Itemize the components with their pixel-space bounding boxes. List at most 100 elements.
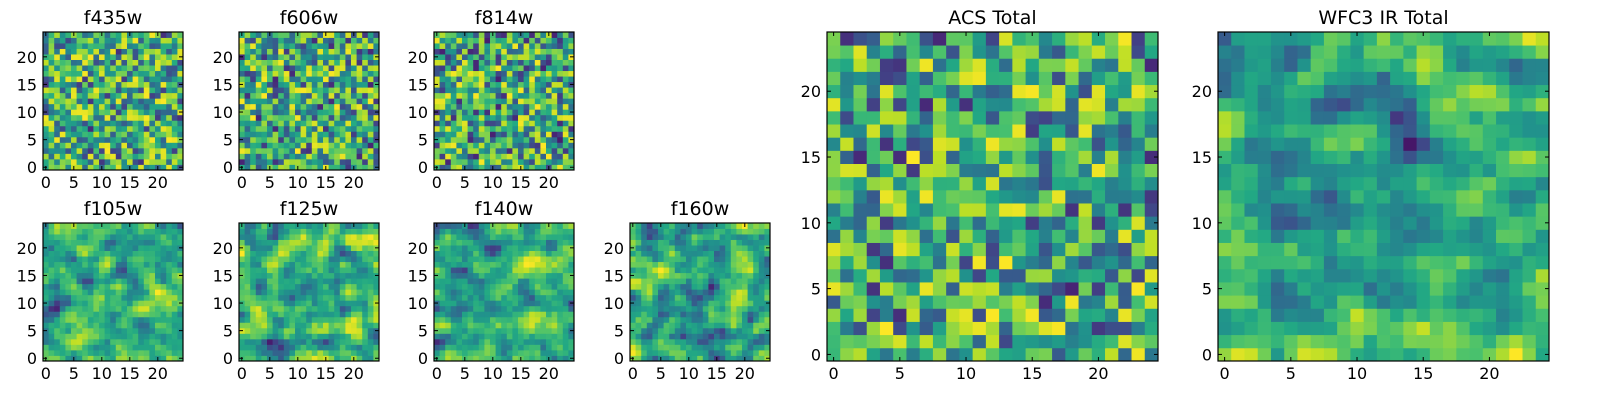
heatmap-cell [551,98,558,105]
heatmap-cell [758,228,765,235]
heatmap-cell [456,65,463,72]
heatmap-cell [295,98,301,105]
heatmap-cell [351,311,357,318]
heatmap-cell [351,59,357,66]
heatmap-cell [518,283,524,290]
heatmap-cell [367,272,374,279]
heatmap-cell [255,228,262,235]
heatmap-cell [450,43,457,49]
heatmap-cell [562,223,569,229]
heatmap-cell [866,308,881,322]
heatmap-cell [295,294,301,301]
heatmap-cell [484,32,491,38]
panel-title: f606w [280,7,339,29]
heatmap-cell [132,344,139,351]
heatmap-cell [138,283,145,290]
heatmap-cell [641,278,648,285]
heatmap-cell [177,158,184,165]
heatmap-cell [54,103,61,110]
heatmap-cell [434,278,440,285]
heatmap-cell [65,234,72,240]
heatmap-cell [328,87,335,94]
heatmap-cell [171,338,178,345]
heatmap-cell [367,261,374,268]
heatmap-cell [339,109,346,116]
heatmap-cell [54,305,61,312]
heatmap-cell [300,344,307,351]
heatmap-cell [719,316,726,323]
heatmap-cell [484,103,491,110]
heatmap-cell [283,37,290,44]
heatmap-cell [244,114,251,121]
heatmap-cell [59,333,66,340]
heatmap-cell [456,136,463,143]
heatmap-cell [127,228,133,235]
heatmap-cell [311,239,318,246]
heatmap-cell [669,311,676,318]
heatmap-cell [523,158,530,165]
heatmap-cell [255,114,262,121]
heatmap-cell [450,245,457,251]
heatmap-cell [317,294,324,301]
heatmap-cell [568,158,575,165]
heatmap-cell [568,59,575,66]
heatmap-cell [1105,282,1119,296]
heatmap-cell [972,347,987,362]
heatmap-cell [76,109,83,116]
heatmap-cell [450,239,457,246]
heatmap-cell [473,322,480,329]
heatmap-cell [43,234,49,240]
heatmap-cell [311,256,318,263]
heatmap-cell [115,164,122,171]
heatmap-cell [283,109,290,116]
heatmap-cell [59,125,66,132]
heatmap-cell [568,256,575,263]
heatmap-cell [295,81,301,88]
heatmap-cell [367,250,374,257]
heatmap-cell [356,153,363,160]
heatmap-cell [317,333,324,340]
heatmap-cell [48,76,55,83]
heatmap-cell [267,261,273,268]
heatmap-cell [827,216,841,230]
heatmap-cell [166,43,173,49]
heatmap-cell [149,114,156,121]
heatmap-cell [149,153,156,160]
heatmap-cell [456,32,463,38]
heatmap-cell [478,37,485,44]
heatmap-cell [317,283,324,290]
heatmap-cell [719,228,726,235]
heatmap-cell [283,316,290,323]
heatmap-cell [490,256,496,263]
heatmap-cell [674,305,681,312]
heatmap-cell [641,250,648,257]
heatmap-cell [278,70,285,77]
heatmap-cell [367,283,374,290]
heatmap-cell [177,98,184,105]
heatmap-cell [244,234,251,240]
heatmap-cell [551,65,558,72]
heatmap-cell [143,37,150,44]
heatmap-cell [512,327,519,334]
heatmap-cell [59,289,66,296]
heatmap-cell [160,294,167,301]
heatmap-cell [478,54,485,60]
heatmap-cell [680,250,687,257]
heatmap-cell [351,136,357,143]
heatmap-cell [127,250,133,257]
heatmap-cell [345,120,352,127]
heatmap-cell [160,125,167,132]
heatmap-cell [93,338,100,345]
heatmap-cell [484,48,491,55]
heatmap-cell [758,300,765,307]
heatmap-cell [71,48,77,55]
heatmap-cell [87,59,94,66]
heatmap-cell [827,189,841,204]
heatmap-cell [439,283,446,290]
heatmap-cell [697,327,704,334]
heatmap-cell [434,322,440,329]
heatmap-cell [250,59,257,66]
heatmap-cell [906,268,921,283]
heatmap-cell [311,267,318,274]
heatmap-cell [356,311,363,318]
